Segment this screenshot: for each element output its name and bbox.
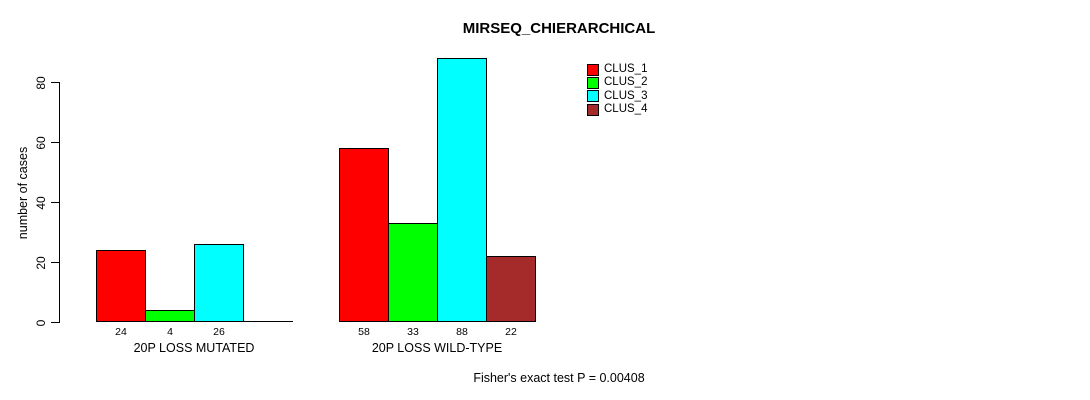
bar-value-label: 33 [407, 326, 419, 338]
legend-item: CLUS_2 [587, 76, 647, 89]
y-axis-tick-label: 60 [34, 135, 48, 150]
chart-title: MIRSEQ_CHIERARCHICAL [462, 20, 656, 37]
bar-value-label: 88 [456, 326, 468, 338]
y-axis-tick [51, 262, 59, 263]
legend-item: CLUS_4 [587, 103, 647, 116]
y-axis-tick [51, 322, 59, 323]
y-axis-tick-label: 20 [34, 255, 48, 270]
y-axis-line [59, 82, 60, 323]
bar-value-label: 22 [505, 326, 517, 338]
legend-item: CLUS_1 [587, 63, 647, 76]
y-axis-tick-label: 0 [34, 319, 48, 326]
bar-value-label: 24 [115, 326, 127, 338]
bar-clus_3-group1 [194, 244, 244, 322]
y-axis-tick [51, 142, 59, 143]
y-axis-tick-label: 80 [34, 75, 48, 90]
bar-value-label: 4 [167, 326, 173, 338]
legend-swatch-clus_2 [587, 76, 599, 89]
legend-label: CLUS_2 [604, 76, 648, 89]
bar-clus_1-group2 [339, 148, 389, 322]
y-axis-tick-label: 40 [34, 195, 48, 210]
bar-clus_3-group2 [437, 58, 487, 322]
legend: CLUS_1 CLUS_2 CLUS_3 CLUS_4 [587, 63, 647, 117]
bar-clus_2-group1 [145, 310, 195, 322]
bar-clus_1-group1 [96, 250, 146, 322]
x-group-label: 20P LOSS WILD-TYPE [371, 341, 503, 355]
y-axis-tick [51, 202, 59, 203]
bar-clus_4-group2 [486, 256, 536, 322]
legend-swatch-clus_4 [587, 103, 599, 116]
legend-label: CLUS_4 [604, 103, 648, 116]
legend-label: CLUS_3 [604, 89, 648, 102]
bar-value-label: 58 [358, 326, 370, 338]
bar-clus_4-group1 [243, 321, 293, 322]
legend-swatch-clus_3 [587, 90, 599, 103]
legend-item: CLUS_3 [587, 90, 647, 103]
legend-label: CLUS_1 [604, 63, 648, 75]
annotation-pvalue: Fisher's exact test P = 0.00408 [473, 371, 645, 385]
x-group-label: 20P LOSS MUTATED [133, 341, 255, 355]
y-axis-tick [51, 82, 59, 83]
y-axis-title: number of cases [16, 146, 30, 240]
legend-swatch-clus_1 [587, 63, 599, 76]
bar-value-label: 26 [213, 326, 225, 338]
bar-clus_2-group2 [388, 223, 438, 322]
